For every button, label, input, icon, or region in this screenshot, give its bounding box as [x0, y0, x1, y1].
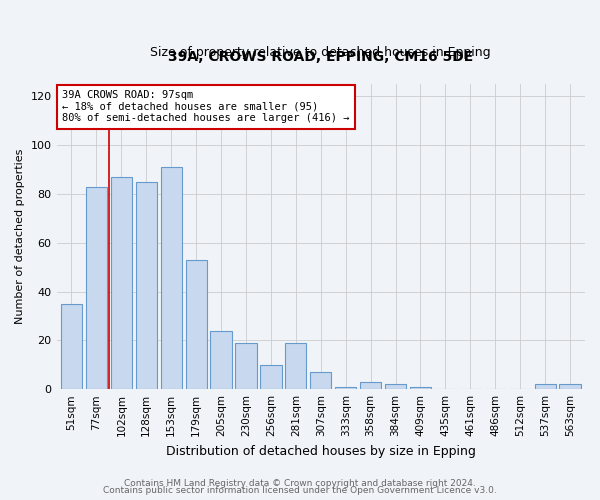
Bar	[385, 384, 406, 389]
Bar	[111, 177, 132, 389]
Title: Size of property relative to detached houses in Epping: Size of property relative to detached ho…	[151, 46, 491, 59]
Text: 39A, CROWS ROAD, EPPING, CM16 5DE: 39A, CROWS ROAD, EPPING, CM16 5DE	[168, 50, 473, 64]
Bar	[335, 386, 356, 389]
Y-axis label: Number of detached properties: Number of detached properties	[15, 149, 25, 324]
Text: Contains public sector information licensed under the Open Government Licence v3: Contains public sector information licen…	[103, 486, 497, 495]
Bar	[211, 330, 232, 389]
Bar	[310, 372, 331, 389]
Text: Contains HM Land Registry data © Crown copyright and database right 2024.: Contains HM Land Registry data © Crown c…	[124, 478, 476, 488]
Bar	[360, 382, 381, 389]
Bar	[235, 343, 257, 389]
Bar	[285, 343, 307, 389]
Bar	[136, 182, 157, 389]
Bar	[260, 365, 281, 389]
Bar	[535, 384, 556, 389]
Bar	[86, 186, 107, 389]
Bar	[559, 384, 581, 389]
Bar	[61, 304, 82, 389]
Text: 39A CROWS ROAD: 97sqm
← 18% of detached houses are smaller (95)
80% of semi-deta: 39A CROWS ROAD: 97sqm ← 18% of detached …	[62, 90, 349, 124]
X-axis label: Distribution of detached houses by size in Epping: Distribution of detached houses by size …	[166, 444, 476, 458]
Bar	[161, 167, 182, 389]
Bar	[185, 260, 207, 389]
Bar	[410, 386, 431, 389]
